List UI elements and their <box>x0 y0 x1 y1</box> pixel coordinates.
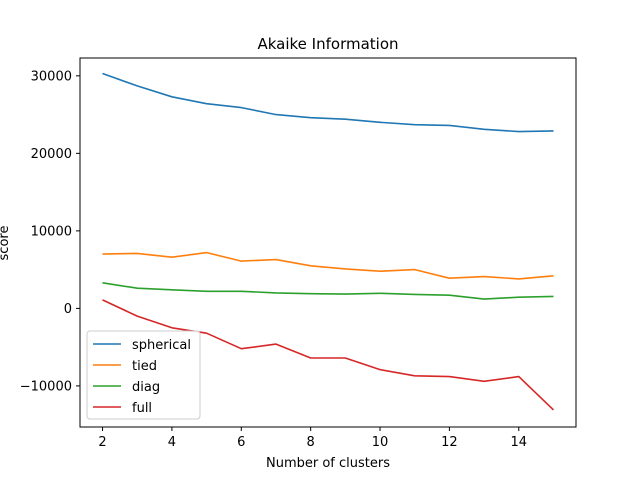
legend-box <box>86 330 201 420</box>
x-tick-label: 6 <box>237 435 245 450</box>
x-tick-label: 4 <box>168 435 176 450</box>
x-tick-label: 12 <box>441 435 458 450</box>
x-tick-label: 8 <box>307 435 315 450</box>
y-tick-label: −10000 <box>20 379 72 394</box>
y-tick-label: 0 <box>64 302 72 317</box>
series-line-diag <box>102 282 554 300</box>
x-tick-label: 14 <box>510 435 527 450</box>
x-tick-label: 10 <box>372 435 389 450</box>
legend-label-tied: tied <box>132 359 157 374</box>
y-axis: −10000 0 10000 20000 30000 <box>20 69 80 394</box>
y-tick-label: 30000 <box>31 69 72 84</box>
axes-frame <box>79 57 577 428</box>
y-axis-label: score <box>0 226 12 261</box>
legend: spherical tied diag full <box>86 330 201 420</box>
series-line-full <box>102 299 555 411</box>
legend-label-spherical: spherical <box>132 338 191 353</box>
x-axis-label: Number of clusters <box>266 456 390 471</box>
series-line-tied <box>102 251 554 280</box>
legend-label-diag: diag <box>132 380 160 395</box>
x-axis: 2 4 6 8 10 12 14 <box>98 427 527 450</box>
y-tick-label: 20000 <box>31 147 72 162</box>
series-line-spherical <box>102 72 554 133</box>
chart-title: Akaike Information <box>257 35 398 53</box>
plot-area <box>102 72 555 411</box>
y-tick-label: 10000 <box>31 224 72 239</box>
x-tick-label: 2 <box>98 435 106 450</box>
legend-label-full: full <box>132 401 152 416</box>
